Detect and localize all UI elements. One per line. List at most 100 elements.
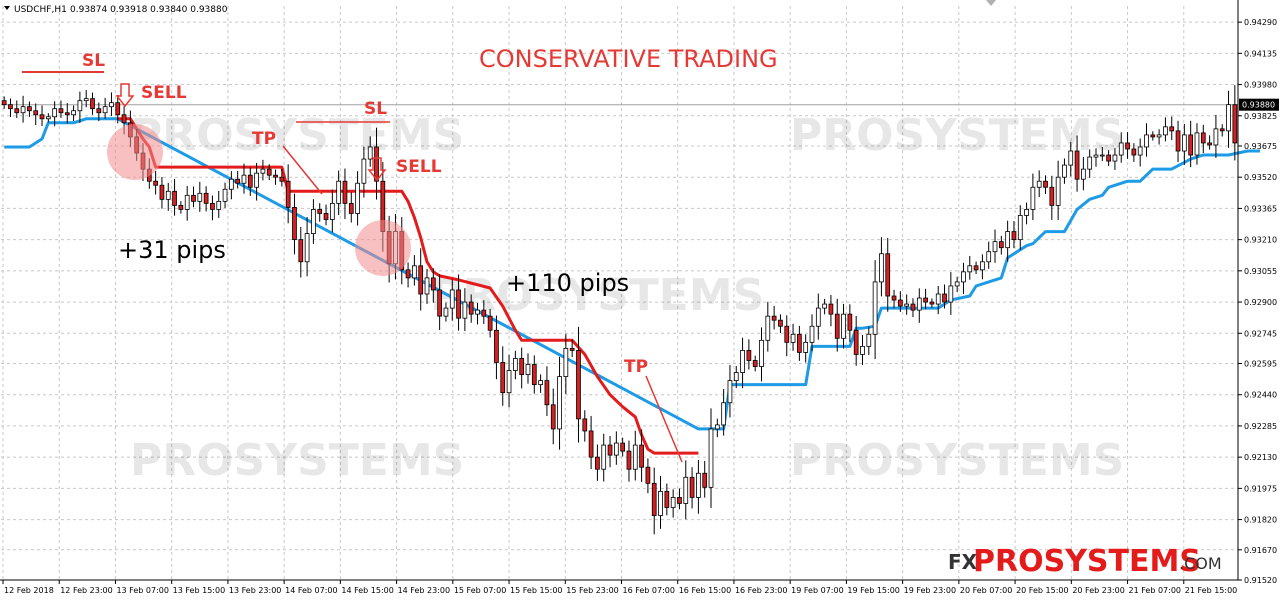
candle-bear xyxy=(752,360,758,367)
candle-bear xyxy=(64,112,70,116)
candle-bear xyxy=(418,265,424,295)
x-tick-label: 19 Feb 23:00 xyxy=(904,586,956,595)
candle-bear xyxy=(1011,231,1017,241)
x-tick-label: 16 Feb 15:00 xyxy=(679,586,731,595)
x-tick-label: 19 Feb 15:00 xyxy=(847,586,899,595)
candle-bull xyxy=(1163,126,1168,136)
candle-bear xyxy=(897,299,903,307)
candle-bull xyxy=(980,261,985,271)
candle-bull xyxy=(948,285,954,303)
candle-bull xyxy=(740,349,745,373)
candle-bull xyxy=(77,100,83,112)
x-tick-label: 14 Feb 23:00 xyxy=(398,586,450,595)
current-price-box xyxy=(1239,98,1279,111)
candle-bull xyxy=(52,108,58,118)
sell-trailing-stop-line xyxy=(117,117,699,455)
candle-bear xyxy=(923,297,928,303)
candle-bear xyxy=(847,313,853,331)
candle-bull xyxy=(513,358,518,371)
symbol-label: USDCHF,H1 xyxy=(14,5,67,15)
candle-bull xyxy=(506,370,512,394)
candle-bull xyxy=(412,265,417,279)
candle-bull xyxy=(733,372,739,382)
candle-bull xyxy=(872,281,878,335)
candle-bear xyxy=(468,301,474,315)
candle-bear xyxy=(1169,126,1175,132)
candle-bull xyxy=(45,116,51,120)
sell-label-2: SELL xyxy=(396,157,442,177)
candle-bear xyxy=(58,108,64,114)
candle-bull xyxy=(557,376,562,430)
candle-bull xyxy=(765,315,771,341)
candle-bear xyxy=(279,176,285,182)
candle-bull xyxy=(1062,164,1067,178)
candle-bull xyxy=(1226,104,1231,132)
candle-bear xyxy=(1074,150,1080,180)
candle-bull xyxy=(1024,209,1029,216)
candle-bear xyxy=(626,450,632,470)
candle-bull xyxy=(1194,132,1200,156)
candle-bear xyxy=(374,146,379,182)
candle-bull xyxy=(961,271,966,283)
candle-bear xyxy=(664,490,670,508)
x-tick-label: 20 Feb 23:00 xyxy=(1072,586,1124,595)
candle-bear xyxy=(689,476,695,498)
candle-bull xyxy=(992,241,998,253)
tp-label-2: TP xyxy=(624,357,648,377)
watermark-text: PROSYSTEMS xyxy=(130,110,464,161)
x-tick-label: 14 Feb 07:00 xyxy=(285,586,337,595)
x-tick-label: 12 Feb 2018 xyxy=(4,586,54,595)
candle-bear xyxy=(746,349,752,361)
candle-bull xyxy=(241,174,247,184)
trailing-stop-lines xyxy=(4,117,1261,455)
candle-bear xyxy=(273,174,278,178)
candle-bull xyxy=(759,339,764,367)
candle-bull xyxy=(708,428,714,488)
candle-bull xyxy=(102,106,108,114)
y-tick-label: 0.93055 xyxy=(1244,267,1277,276)
candle-bull xyxy=(229,178,234,190)
candle-bull xyxy=(714,424,720,430)
candle-bear xyxy=(1043,180,1048,188)
candle-bear xyxy=(771,315,777,321)
candle-bull xyxy=(475,309,480,315)
candle-bull xyxy=(1068,150,1074,166)
y-tick-label: 0.93825 xyxy=(1244,112,1277,121)
candle-bear xyxy=(942,293,947,303)
candle-bull xyxy=(986,251,992,263)
candle-bull xyxy=(197,192,203,202)
brand-name: PROSYSTEMS xyxy=(973,544,1201,579)
x-tick-label: 12 Feb 23:00 xyxy=(60,586,112,595)
candle-bull xyxy=(1017,215,1023,241)
candle-bull xyxy=(1144,134,1149,148)
candle-bear xyxy=(998,241,1004,249)
candle-bear xyxy=(247,174,253,188)
sl-label-1: SL xyxy=(82,51,105,71)
candle-bear xyxy=(121,114,127,124)
collapse-triangle-icon xyxy=(4,6,10,10)
candle-bear xyxy=(645,466,651,484)
candle-bull xyxy=(683,476,689,504)
y-tick-label: 0.92745 xyxy=(1244,329,1277,338)
candle-bull xyxy=(803,341,809,353)
candle-bear xyxy=(494,329,499,363)
candle-bear xyxy=(607,444,613,456)
entry-highlight-1 xyxy=(107,124,163,180)
candle-bull xyxy=(361,158,367,184)
candle-bear xyxy=(487,315,493,331)
candle-bull xyxy=(1087,156,1093,170)
candle-bull xyxy=(727,380,733,404)
candle-bull xyxy=(462,301,468,319)
candle-bull xyxy=(260,168,266,174)
candle-bear xyxy=(323,213,329,220)
candle-bear xyxy=(39,114,45,120)
candle-bull xyxy=(222,188,228,202)
candle-bear xyxy=(576,349,581,420)
candle-bear xyxy=(651,482,657,516)
grid xyxy=(1,6,1238,581)
gain-label-2: +110 pips xyxy=(506,269,629,297)
y-tick-label: 0.91820 xyxy=(1244,516,1277,525)
candle-bull xyxy=(879,253,884,283)
